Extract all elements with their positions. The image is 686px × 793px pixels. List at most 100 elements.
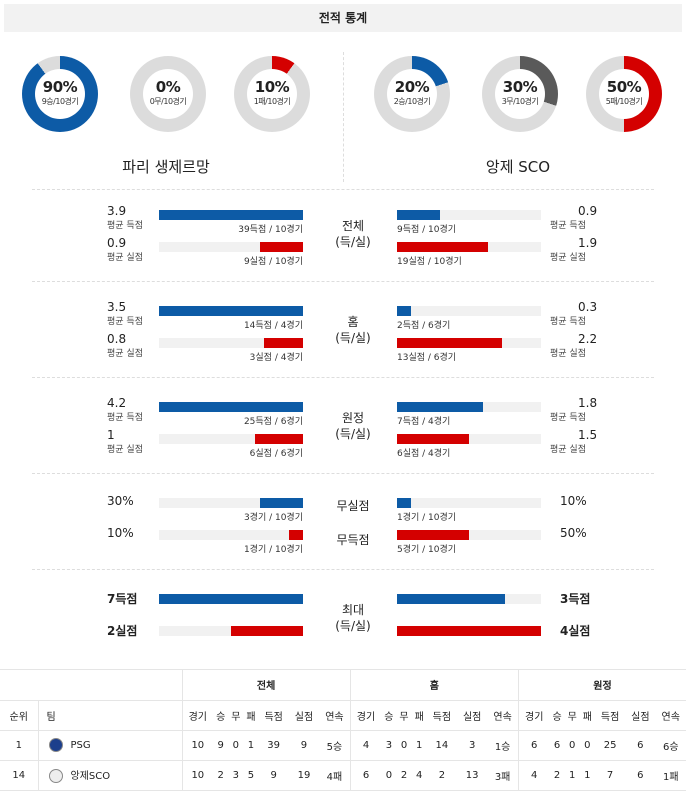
divider xyxy=(32,189,654,190)
away-stat-caption: 평균 실점 xyxy=(550,253,586,263)
stat-cell: 4 xyxy=(415,769,423,781)
category-label-line1: 최대 xyxy=(341,603,365,617)
home-stat-value: 3.9 xyxy=(107,204,127,218)
bar-track xyxy=(159,498,303,508)
column-header: 무 xyxy=(231,711,241,723)
donut-percent: 30% xyxy=(502,78,538,96)
donut-center: 20% 2승/10경기 xyxy=(387,69,437,119)
donut-center: 0% 0무/10경기 xyxy=(143,69,193,119)
stat-cell: 10 xyxy=(181,760,214,790)
donut-chart: 30% 3무/10경기 xyxy=(482,56,558,132)
home-stat-value: 30% xyxy=(107,494,134,508)
team-logo-icon xyxy=(48,738,63,752)
home-stat-caption: 평균 실점 xyxy=(107,253,143,263)
donut-percent: 20% xyxy=(394,78,430,96)
donut-caption: 5패/10경기 xyxy=(605,97,643,106)
stat-cell: 0 xyxy=(584,739,591,751)
home-stat-bar xyxy=(260,242,303,252)
away-bar-caption: 9득점 / 10경기 xyxy=(397,225,457,235)
team-cell[interactable]: 앙제SCO xyxy=(37,760,182,790)
divider xyxy=(343,52,344,182)
away-stat-value: 10% xyxy=(560,494,587,508)
rank-cell: 1 xyxy=(15,739,22,751)
home-stat-value: 10% xyxy=(107,526,134,540)
stat-cell: 4 xyxy=(349,730,382,760)
team-name: 앙제SCO xyxy=(70,771,111,782)
team-cell[interactable]: PSG xyxy=(37,730,182,760)
home-stat-bar xyxy=(159,402,303,412)
category-label-line2: (득/실) xyxy=(335,235,371,249)
away-stat-bar xyxy=(397,338,502,348)
stat-cell: 1 xyxy=(415,739,423,751)
stat-cell: 6승 xyxy=(662,741,679,753)
column-header: 득점 xyxy=(264,711,283,723)
home-stat-value: 2실점 xyxy=(107,624,138,638)
away-stat-value: 1.8 xyxy=(578,396,598,410)
category-label: 무실점 xyxy=(336,499,370,513)
home-stat-value: 0.8 xyxy=(107,332,127,346)
away-stat-bar xyxy=(397,306,411,316)
stat-cell: 6 xyxy=(637,769,644,781)
table-row[interactable]: 1 PSG 10 9 0 1 39 9 5승 4 3 0 1 14 3 1승 6 6 0 0 25 6 6승 xyxy=(0,730,686,760)
column-header: 실점 xyxy=(294,711,314,723)
stat-cell: 2 xyxy=(438,769,446,781)
bar-track xyxy=(397,306,541,316)
bar-track xyxy=(159,338,303,348)
away-stat-value: 2.2 xyxy=(578,332,598,346)
away-stat-bar xyxy=(397,242,488,252)
donut-chart: 10% 1패/10경기 xyxy=(234,56,310,132)
home-bar-caption: 9실점 / 10경기 xyxy=(243,257,303,267)
donut-chart: 0% 0무/10경기 xyxy=(130,56,206,132)
away-stat-bar xyxy=(397,626,541,636)
home-stat-bar xyxy=(159,594,303,604)
donut-chart: 20% 2승/10경기 xyxy=(374,56,450,132)
group-home: 홈 xyxy=(349,670,519,700)
home-stat-caption: 평균 득점 xyxy=(107,317,143,327)
column-header: 무 xyxy=(567,711,577,723)
home-stat-value: 7득점 xyxy=(107,592,138,606)
away-stat-bar xyxy=(397,530,469,540)
category-label-line2: (득/실) xyxy=(335,427,371,441)
standings-table: 전체 홈 원정 순위 팀 경기 승 무 패 득점 실점 연속 경기 승 무 패 득점 실점 연속 경기 승 무 패… xyxy=(0,670,686,791)
rank-header: 순위 xyxy=(9,711,28,723)
home-stat-bar xyxy=(231,626,303,636)
team-logo-icon xyxy=(48,769,63,783)
stat-cell: 9 xyxy=(217,739,224,751)
category-label: 홈 (득/실) xyxy=(313,314,393,346)
group-away: 원정 xyxy=(517,670,686,700)
category-label: 전체 (득/실) xyxy=(313,218,393,250)
away-stat-caption: 평균 득점 xyxy=(550,317,586,327)
donut-chart: 50% 5패/10경기 xyxy=(586,56,662,132)
category-label-line1: 전체 xyxy=(341,219,365,233)
category-label-line2: (득/실) xyxy=(335,331,371,345)
category-label-line1: 홈 xyxy=(347,315,359,329)
home-bar-caption: 6실점 / 6경기 xyxy=(249,449,303,459)
table-row[interactable]: 14 앙제SCO 10 2 3 5 9 19 4패 6 0 2 4 2 13 3패 4 2 1 1 7 6 1패 xyxy=(0,760,686,790)
bar-track xyxy=(397,530,541,540)
donut-caption: 3무/10경기 xyxy=(501,97,539,106)
donut-center: 50% 5패/10경기 xyxy=(599,69,649,119)
away-bar-caption: 13실점 / 6경기 xyxy=(397,353,457,363)
standings-group-header: 전체 홈 원정 xyxy=(0,670,686,700)
stat-cell: 5 xyxy=(247,769,255,781)
home-stat-bar xyxy=(260,498,303,508)
column-header: 득점 xyxy=(432,711,452,723)
column-header: 실점 xyxy=(631,711,650,723)
stat-cell: 4패 xyxy=(326,771,343,783)
donut-percent: 50% xyxy=(606,78,642,96)
column-header: 승 xyxy=(384,711,394,723)
stat-cell: 1패 xyxy=(662,771,679,783)
category-label: 무득점 xyxy=(336,533,370,547)
stat-cell: 9 xyxy=(270,769,277,781)
divider xyxy=(32,377,654,378)
away-stat-caption: 평균 실점 xyxy=(550,349,586,359)
home-stat-caption: 평균 득점 xyxy=(107,221,143,231)
column-header: 패 xyxy=(414,711,424,723)
away-stat-bar xyxy=(397,210,440,220)
stat-cell: 3패 xyxy=(494,771,511,783)
away-team-name: 앙제 SCO xyxy=(485,158,551,176)
category-label: 최대 (득/실) xyxy=(313,602,393,634)
stat-cell: 4 xyxy=(517,760,550,790)
divider xyxy=(32,569,654,570)
column-header: 득점 xyxy=(600,711,620,723)
